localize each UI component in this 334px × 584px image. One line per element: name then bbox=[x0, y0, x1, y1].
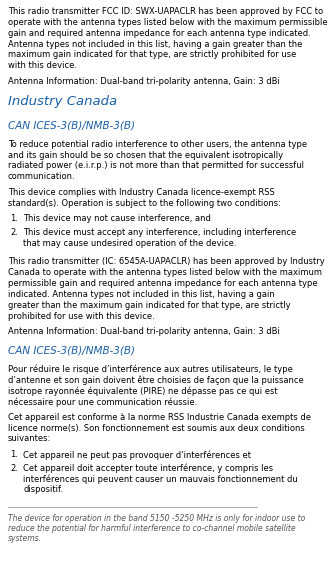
Text: communication.: communication. bbox=[8, 172, 75, 181]
Text: and its gain should be so chosen that the equivalent isotropically: and its gain should be so chosen that th… bbox=[8, 151, 283, 159]
Text: suivantes:: suivantes: bbox=[8, 434, 51, 443]
Text: Pour réduire le risque d’interférence aux autres utilisateurs, le type: Pour réduire le risque d’interférence au… bbox=[8, 364, 293, 374]
Text: The device for operation in the band 5150 -5250 MHz is only for indoor use to: The device for operation in the band 515… bbox=[8, 514, 305, 523]
Text: 2.: 2. bbox=[10, 228, 18, 237]
Text: 1.: 1. bbox=[10, 450, 18, 459]
Text: Canada to operate with the antenna types listed below with the maximum: Canada to operate with the antenna types… bbox=[8, 268, 322, 277]
Text: This radio transmitter FCC ID: SWX-UAPACLR has been approved by FCC to: This radio transmitter FCC ID: SWX-UAPAC… bbox=[8, 7, 323, 16]
Text: licence norme(s). Son fonctionnement est soumis aux deux conditions: licence norme(s). Son fonctionnement est… bbox=[8, 423, 305, 433]
Text: This device complies with Industry Canada licence-exempt RSS: This device complies with Industry Canad… bbox=[8, 188, 275, 197]
Text: standard(s). Operation is subject to the following two conditions:: standard(s). Operation is subject to the… bbox=[8, 199, 281, 208]
Text: permissible gain and required antenna impedance for each antenna type: permissible gain and required antenna im… bbox=[8, 279, 318, 288]
Text: This device must accept any interference, including interference: This device must accept any interference… bbox=[23, 228, 297, 237]
Text: This device may not cause interference, and: This device may not cause interference, … bbox=[23, 214, 211, 224]
Text: operate with the antenna types listed below with the maximum permissible: operate with the antenna types listed be… bbox=[8, 18, 328, 27]
Text: Antenna types not included in this list, having a gain greater than the: Antenna types not included in this list,… bbox=[8, 40, 302, 48]
Text: radiated power (e.i.r.p.) is not more than that permitted for successful: radiated power (e.i.r.p.) is not more th… bbox=[8, 161, 304, 171]
Text: systems.: systems. bbox=[8, 534, 42, 543]
Text: 1.: 1. bbox=[10, 214, 18, 224]
Text: reduce the potential for harmful interference to co-channel mobile satellite: reduce the potential for harmful interfe… bbox=[8, 524, 296, 533]
Text: greater than the maximum gain indicated for that type, are strictly: greater than the maximum gain indicated … bbox=[8, 301, 291, 310]
Text: nécessaire pour une communication réussie.: nécessaire pour une communication réussi… bbox=[8, 397, 197, 406]
Text: prohibited for use with this device.: prohibited for use with this device. bbox=[8, 311, 155, 321]
Text: that may cause undesired operation of the device.: that may cause undesired operation of th… bbox=[23, 239, 237, 248]
Text: indicated. Antenna types not included in this list, having a gain: indicated. Antenna types not included in… bbox=[8, 290, 275, 299]
Text: This radio transmitter (IC: 6545A-UAPACLR) has been approved by Industry: This radio transmitter (IC: 6545A-UAPACL… bbox=[8, 258, 325, 266]
Text: Cet appareil est conforme à la norme RSS Industrie Canada exempts de: Cet appareil est conforme à la norme RSS… bbox=[8, 413, 311, 422]
Text: d’antenne et son gain doivent être choisies de façon que la puissance: d’antenne et son gain doivent être chois… bbox=[8, 376, 304, 385]
Text: Antenna Information: Dual-band tri-polarity antenna, Gain: 3 dBi: Antenna Information: Dual-band tri-polar… bbox=[8, 77, 280, 86]
Text: isotrope rayonnée équivalente (PIRE) ne dépasse pas ce qui est: isotrope rayonnée équivalente (PIRE) ne … bbox=[8, 386, 278, 396]
Text: dispositif.: dispositif. bbox=[23, 485, 63, 495]
Text: CAN ICES-3(B)/NMB-3(B): CAN ICES-3(B)/NMB-3(B) bbox=[8, 121, 135, 131]
Text: Cet appareil ne peut pas provoquer d’interférences et: Cet appareil ne peut pas provoquer d’int… bbox=[23, 450, 252, 460]
Text: To reduce potential radio interference to other users, the antenna type: To reduce potential radio interference t… bbox=[8, 140, 307, 149]
Text: 2.: 2. bbox=[10, 464, 18, 473]
Text: Antenna Information: Dual-band tri-polarity antenna, Gain: 3 dBi: Antenna Information: Dual-band tri-polar… bbox=[8, 327, 280, 336]
Text: CAN ICES-3(B)/NMB-3(B): CAN ICES-3(B)/NMB-3(B) bbox=[8, 346, 135, 356]
Text: interférences qui peuvent causer un mauvais fonctionnement du: interférences qui peuvent causer un mauv… bbox=[23, 475, 298, 484]
Text: gain and required antenna impedance for each antenna type indicated.: gain and required antenna impedance for … bbox=[8, 29, 311, 38]
Text: Cet appareil doit accepter toute interférence, y compris les: Cet appareil doit accepter toute interfé… bbox=[23, 464, 274, 473]
Text: with this device.: with this device. bbox=[8, 61, 77, 70]
Text: maximum gain indicated for that type, are strictly prohibited for use: maximum gain indicated for that type, ar… bbox=[8, 50, 296, 60]
Text: Industry Canada: Industry Canada bbox=[8, 95, 117, 109]
